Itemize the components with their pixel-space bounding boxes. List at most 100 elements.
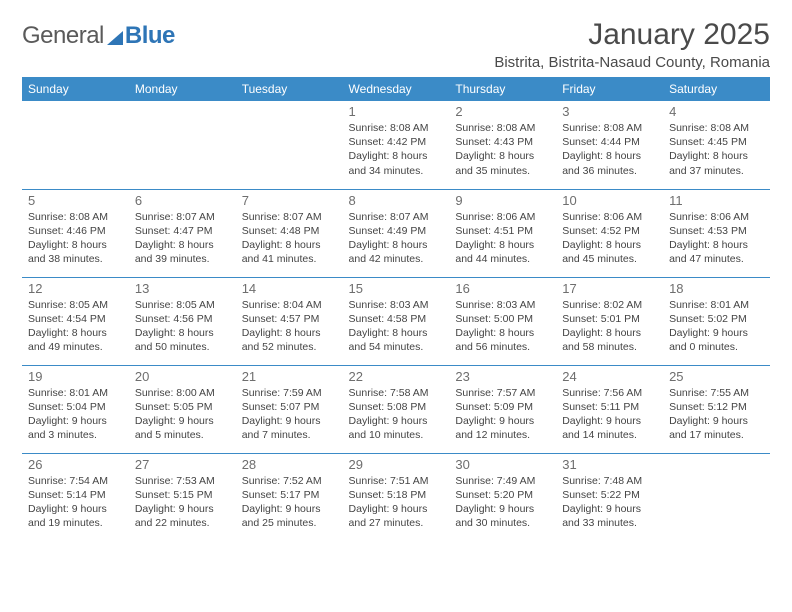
day-sun-data: Sunrise: 8:06 AMSunset: 4:53 PMDaylight:… (669, 210, 764, 267)
title-block: January 2025 Bistrita, Bistrita-Nasaud C… (494, 18, 770, 71)
brand-part2: Blue (125, 22, 175, 50)
calendar-cell: 8Sunrise: 8:07 AMSunset: 4:49 PMDaylight… (343, 189, 450, 277)
day-number: 10 (562, 193, 657, 208)
day-number: 19 (28, 369, 123, 384)
location-text: Bistrita, Bistrita-Nasaud County, Romani… (494, 54, 770, 71)
day-number: 7 (242, 193, 337, 208)
calendar-cell: 12Sunrise: 8:05 AMSunset: 4:54 PMDayligh… (22, 277, 129, 365)
day-number: 24 (562, 369, 657, 384)
day-sun-data: Sunrise: 8:08 AMSunset: 4:45 PMDaylight:… (669, 121, 764, 178)
calendar-cell: 9 Sunrise: 8:06 AMSunset: 4:51 PMDaylight… (449, 189, 556, 277)
day-sun-data: Sunrise: 8:03 AMSunset: 5:00 PMDaylight:… (455, 298, 550, 355)
day-number: 16 (455, 281, 550, 296)
day-number: 12 (28, 281, 123, 296)
calendar-cell: 3 Sunrise: 8:08 AMSunset: 4:44 PMDaylight… (556, 101, 663, 189)
day-number: 21 (242, 369, 337, 384)
day-number: 14 (242, 281, 337, 296)
day-number: 27 (135, 457, 230, 472)
day-sun-data: Sunrise: 8:08 AMSunset: 4:42 PMDaylight:… (349, 121, 444, 178)
calendar-cell: 6 Sunrise: 8:07 AMSunset: 4:47 PMDaylight… (129, 189, 236, 277)
calendar-cell: 14 Sunrise: 8:04 AMSunset: 4:57 PMDayligh… (236, 277, 343, 365)
calendar-cell-empty (22, 101, 129, 189)
brand-logo: General Blue (22, 22, 175, 50)
day-number: 29 (349, 457, 444, 472)
weekday-header: Tuesday (236, 77, 343, 101)
calendar-cell-empty (663, 453, 770, 541)
day-sun-data: Sunrise: 8:07 AMSunset: 4:48 PMDaylight:… (242, 210, 337, 267)
weekday-header: Sunday (22, 77, 129, 101)
day-number: 5 (28, 193, 123, 208)
calendar-cell: 28 Sunrise: 7:52 AMSunset: 5:17 PMDayligh… (236, 453, 343, 541)
day-number: 6 (135, 193, 230, 208)
calendar-cell: 31 Sunrise: 7:48 AMSunset: 5:22 PMDayligh… (556, 453, 663, 541)
calendar-cell: 22Sunrise: 7:58 AMSunset: 5:08 PMDayligh… (343, 365, 450, 453)
day-sun-data: Sunrise: 7:52 AMSunset: 5:17 PMDaylight:… (242, 474, 337, 531)
calendar-cell: 20 Sunrise: 8:00 AMSunset: 5:05 PMDayligh… (129, 365, 236, 453)
calendar-cell: 25Sunrise: 7:55 AMSunset: 5:12 PMDayligh… (663, 365, 770, 453)
day-number: 26 (28, 457, 123, 472)
day-sun-data: Sunrise: 8:05 AMSunset: 4:56 PMDaylight:… (135, 298, 230, 355)
weekday-header: Monday (129, 77, 236, 101)
calendar-cell: 29 Sunrise: 7:51 AMSunset: 5:18 PMDayligh… (343, 453, 450, 541)
day-sun-data: Sunrise: 8:08 AMSunset: 4:44 PMDaylight:… (562, 121, 657, 178)
calendar-cell: 16 Sunrise: 8:03 AMSunset: 5:00 PMDayligh… (449, 277, 556, 365)
calendar-cell-empty (129, 101, 236, 189)
day-sun-data: Sunrise: 8:03 AMSunset: 4:58 PMDaylight:… (349, 298, 444, 355)
day-number: 30 (455, 457, 550, 472)
day-number: 13 (135, 281, 230, 296)
calendar-cell: 17 Sunrise: 8:02 AMSunset: 5:01 PMDayligh… (556, 277, 663, 365)
day-sun-data: Sunrise: 7:48 AMSunset: 5:22 PMDaylight:… (562, 474, 657, 531)
day-number: 3 (562, 104, 657, 119)
calendar-cell: 15Sunrise: 8:03 AMSunset: 4:58 PMDayligh… (343, 277, 450, 365)
day-sun-data: Sunrise: 8:08 AMSunset: 4:43 PMDaylight:… (455, 121, 550, 178)
calendar-row: 19 Sunrise: 8:01 AMSunset: 5:04 PMDayligh… (22, 365, 770, 453)
calendar-cell: 23Sunrise: 7:57 AMSunset: 5:09 PMDayligh… (449, 365, 556, 453)
month-title: January 2025 (494, 18, 770, 52)
day-sun-data: Sunrise: 8:04 AMSunset: 4:57 PMDaylight:… (242, 298, 337, 355)
calendar-cell: 27 Sunrise: 7:53 AMSunset: 5:15 PMDayligh… (129, 453, 236, 541)
weekday-header-row: Sunday Monday Tuesday Wednesday Thursday… (22, 77, 770, 101)
day-number: 1 (349, 104, 444, 119)
calendar-cell: 18Sunrise: 8:01 AMSunset: 5:02 PMDayligh… (663, 277, 770, 365)
day-number: 20 (135, 369, 230, 384)
day-sun-data: Sunrise: 7:59 AMSunset: 5:07 PMDaylight:… (242, 386, 337, 443)
calendar-cell: 19 Sunrise: 8:01 AMSunset: 5:04 PMDayligh… (22, 365, 129, 453)
day-sun-data: Sunrise: 8:02 AMSunset: 5:01 PMDaylight:… (562, 298, 657, 355)
day-number: 31 (562, 457, 657, 472)
day-sun-data: Sunrise: 8:00 AMSunset: 5:05 PMDaylight:… (135, 386, 230, 443)
calendar-cell: 30 Sunrise: 7:49 AMSunset: 5:20 PMDayligh… (449, 453, 556, 541)
day-sun-data: Sunrise: 7:51 AMSunset: 5:18 PMDaylight:… (349, 474, 444, 531)
brand-triangle-icon (107, 31, 123, 45)
calendar-cell: 24Sunrise: 7:56 AMSunset: 5:11 PMDayligh… (556, 365, 663, 453)
calendar-cell: 5 Sunrise: 8:08 AMSunset: 4:46 PMDaylight… (22, 189, 129, 277)
day-number: 9 (455, 193, 550, 208)
day-sun-data: Sunrise: 8:06 AMSunset: 4:51 PMDaylight:… (455, 210, 550, 267)
day-sun-data: Sunrise: 7:49 AMSunset: 5:20 PMDaylight:… (455, 474, 550, 531)
calendar-cell: 7 Sunrise: 8:07 AMSunset: 4:48 PMDaylight… (236, 189, 343, 277)
calendar-row: 12Sunrise: 8:05 AMSunset: 4:54 PMDayligh… (22, 277, 770, 365)
day-number: 4 (669, 104, 764, 119)
day-sun-data: Sunrise: 8:01 AMSunset: 5:04 PMDaylight:… (28, 386, 123, 443)
day-number: 11 (669, 193, 764, 208)
calendar-row: 5 Sunrise: 8:08 AMSunset: 4:46 PMDaylight… (22, 189, 770, 277)
brand-part1: General (22, 22, 104, 50)
day-sun-data: Sunrise: 8:06 AMSunset: 4:52 PMDaylight:… (562, 210, 657, 267)
calendar-cell: 1 Sunrise: 8:08 AMSunset: 4:42 PMDaylight… (343, 101, 450, 189)
day-number: 28 (242, 457, 337, 472)
calendar-cell: 4 Sunrise: 8:08 AMSunset: 4:45 PMDaylight… (663, 101, 770, 189)
day-sun-data: Sunrise: 8:07 AMSunset: 4:49 PMDaylight:… (349, 210, 444, 267)
day-sun-data: Sunrise: 7:53 AMSunset: 5:15 PMDaylight:… (135, 474, 230, 531)
calendar-cell: 26Sunrise: 7:54 AMSunset: 5:14 PMDayligh… (22, 453, 129, 541)
calendar-cell: 13 Sunrise: 8:05 AMSunset: 4:56 PMDayligh… (129, 277, 236, 365)
calendar-row: 26Sunrise: 7:54 AMSunset: 5:14 PMDayligh… (22, 453, 770, 541)
day-number: 22 (349, 369, 444, 384)
day-sun-data: Sunrise: 8:07 AMSunset: 4:47 PMDaylight:… (135, 210, 230, 267)
day-number: 18 (669, 281, 764, 296)
day-sun-data: Sunrise: 8:08 AMSunset: 4:46 PMDaylight:… (28, 210, 123, 267)
calendar-cell: 10 Sunrise: 8:06 AMSunset: 4:52 PMDayligh… (556, 189, 663, 277)
weekday-header: Friday (556, 77, 663, 101)
day-number: 17 (562, 281, 657, 296)
weekday-header: Wednesday (343, 77, 450, 101)
day-number: 2 (455, 104, 550, 119)
weekday-header: Saturday (663, 77, 770, 101)
